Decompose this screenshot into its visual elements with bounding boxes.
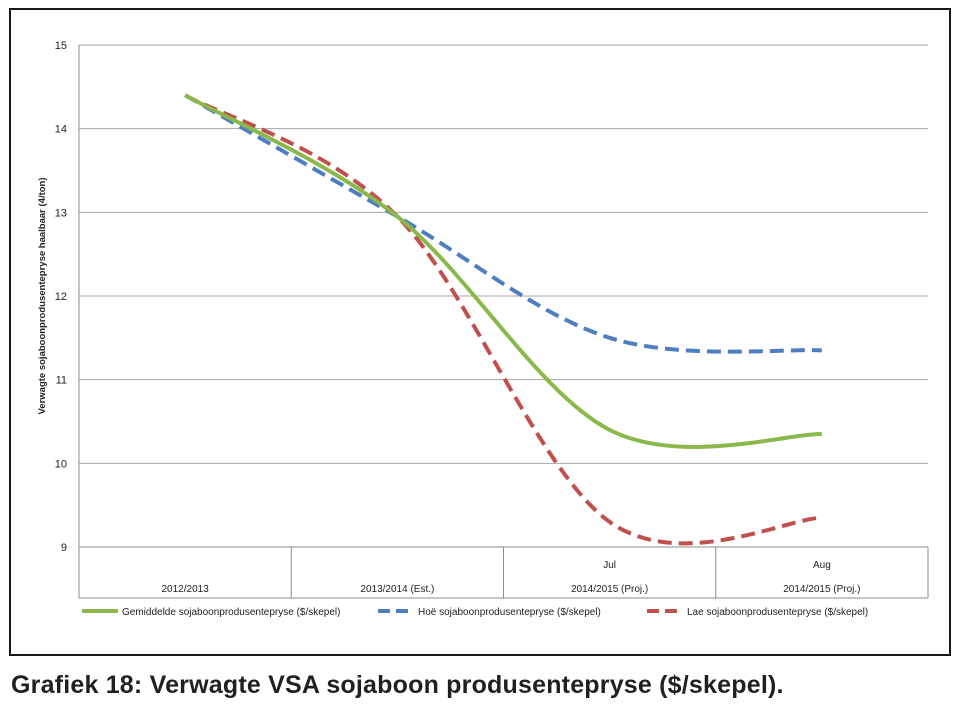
chart: 9 10 11 12 13 14 15 2012/2013 2013/2014 (Est.) Ju… xyxy=(37,40,929,618)
x-category-label-top: Aug xyxy=(813,560,831,571)
x-category-label: 2012/2013 xyxy=(161,584,209,595)
y-tick-label: 14 xyxy=(55,124,67,136)
x-category-label: 2014/2015 (Proj.) xyxy=(571,584,648,595)
x-category-label: 2014/2015 (Proj.) xyxy=(783,584,860,595)
y-tick-label: 10 xyxy=(55,458,67,470)
chart-frame xyxy=(9,8,951,656)
y-tick-label: 12 xyxy=(55,291,67,303)
series-line-0 xyxy=(184,93,822,449)
y-axis-title: Verwagte sojaboonprodusentepryse haalbaa… xyxy=(37,177,48,414)
y-tick-label: 11 xyxy=(56,375,67,387)
legend-label: Lae sojaboonprodusentepryse ($/skepel) xyxy=(687,607,868,618)
x-category-label-top: Jul xyxy=(603,560,616,571)
chart-caption: Grafiek 18: Verwagte VSA sojaboon produs… xyxy=(11,671,784,699)
x-category-label: 2013/2014 (Est.) xyxy=(360,584,434,595)
series-line-1 xyxy=(184,93,822,354)
legend-label: Hoë sojaboonprodusentepryse ($/skepel) xyxy=(418,607,601,618)
legend-label: Gemiddelde sojaboonprodusentepryse ($/sk… xyxy=(122,607,340,618)
series-line-2 xyxy=(184,93,822,546)
y-tick-label: 15 xyxy=(55,40,67,52)
y-tick-label: 13 xyxy=(55,207,67,219)
y-tick-label: 9 xyxy=(61,542,67,554)
